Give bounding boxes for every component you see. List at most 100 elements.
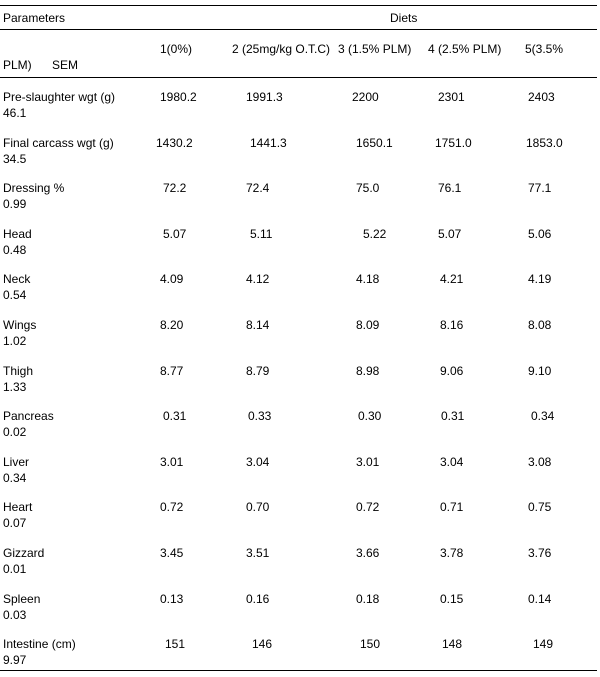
diet-value-5: 149 [533,637,554,651]
column-header: 3 (1.5% PLM) [338,42,412,56]
diet-value-5: 5.06 [528,227,552,241]
parameter-label: Pancreas [3,409,54,423]
diet-value-5: 9.10 [528,364,552,378]
sem-value: 46.1 [3,106,27,120]
diet-value-1: 0.13 [160,592,184,606]
diet-value-1: 151 [165,637,186,651]
diet-value-3: 8.98 [356,364,380,378]
diet-value-3: 0.72 [356,500,380,514]
diet-value-2: 72.4 [246,181,270,195]
diet-value-3: 4.18 [356,272,380,286]
parameter-label: Head [3,227,32,241]
diet-value-3: 2200 [352,90,379,104]
diet-value-3: 5.22 [363,227,387,241]
diet-value-1: 8.77 [160,364,184,378]
parameter-label: Liver [3,455,30,469]
sem-value: 0.34 [3,471,27,485]
diet-value-2: 8.14 [246,318,270,332]
diet-value-4: 3.04 [440,455,464,469]
diet-value-3: 0.30 [358,409,382,423]
parameter-label: Intestine (cm) [3,637,76,651]
diet-value-1: 72.2 [163,181,187,195]
parameter-label: Heart [3,500,33,514]
column-header: 5(3.5% [525,42,564,56]
diet-value-4: 1751.0 [435,136,472,150]
parameter-label: Pre-slaughter wgt (g) [3,90,116,104]
parameter-label: Spleen [3,592,41,606]
sem-value: 0.54 [3,288,27,302]
diet-value-4: 2301 [438,90,465,104]
diet-value-2: 8.79 [246,364,270,378]
diet-value-4: 4.21 [440,272,464,286]
diet-value-1: 1430.2 [156,136,193,150]
parameters-header: Parameters [3,11,66,25]
sem-value: 9.97 [3,653,27,667]
parameter-label: Final carcass wgt (g) [3,136,114,150]
top-rule [0,5,597,6]
diet-value-2: 0.33 [248,409,272,423]
sem-value: 0.03 [3,608,27,622]
diet-value-2: 5.11 [250,227,273,241]
diet-value-1: 3.01 [160,455,184,469]
diet-value-4: 148 [442,637,463,651]
diet-value-2: 0.16 [246,592,270,606]
sem-value: 1.33 [3,380,27,394]
column-header: 4 (2.5% PLM) [428,42,502,56]
diet-value-4: 0.31 [441,409,465,423]
parameter-label: Neck [3,272,31,286]
diet-value-5: 77.1 [528,181,552,195]
sem-header: SEM [52,58,79,72]
diet-value-5: 3.76 [528,546,552,560]
diet-value-1: 4.09 [160,272,184,286]
diet-value-1: 8.20 [160,318,184,332]
sem-value: 34.5 [3,152,27,166]
diet-value-3: 0.18 [356,592,380,606]
sem-value: 0.02 [3,425,27,439]
diet-value-2: 146 [252,637,273,651]
parameter-label: Thigh [3,364,34,378]
parameter-label: Gizzard [3,546,45,560]
diet-value-5: 8.08 [528,318,552,332]
sem-value: 0.07 [3,516,27,530]
diets-header: Diets [390,11,418,25]
diet-value-4: 3.78 [440,546,464,560]
header-rule [0,29,597,30]
diet-value-3: 1650.1 [356,136,393,150]
column-header: 1(0%) [160,42,193,56]
diet-value-3: 8.09 [356,318,380,332]
sem-value: 0.99 [3,197,27,211]
diet-value-1: 3.45 [160,546,184,560]
diet-value-1: 5.07 [163,227,187,241]
diet-value-4: 76.1 [438,181,462,195]
parameter-label: Wings [3,318,37,332]
diet-value-4: 5.07 [438,227,462,241]
diet-value-5: 4.19 [528,272,552,286]
sem-value: 1.02 [3,334,27,348]
diet-value-2: 3.04 [246,455,270,469]
column-header: 2 (25mg/kg O.T.C) [232,42,331,56]
diet-value-3: 3.01 [356,455,380,469]
diet-value-2: 0.70 [246,500,270,514]
diet-value-1: 1980.2 [160,90,197,104]
sem-value: 0.48 [3,243,27,257]
diet-value-1: 0.31 [163,409,187,423]
diet-value-2: 1991.3 [246,90,283,104]
diet-value-5: 1853.0 [526,136,563,150]
diet-value-2: 3.51 [246,546,270,560]
parameter-label: Dressing % [3,181,65,195]
plm-label: PLM) [3,58,32,72]
diet-value-3: 75.0 [356,181,380,195]
diet-value-4: 0.15 [440,592,464,606]
diet-value-3: 3.66 [356,546,380,560]
diet-value-5: 2403 [528,90,555,104]
diet-value-2: 1441.3 [250,136,287,150]
diet-value-5: 0.75 [528,500,552,514]
diet-value-4: 8.16 [440,318,464,332]
diet-value-4: 9.06 [440,364,464,378]
diet-value-5: 0.14 [528,592,552,606]
diet-value-4: 0.71 [440,500,464,514]
diet-value-3: 150 [360,637,381,651]
bottom-rule [0,670,597,671]
diet-value-5: 0.34 [531,409,555,423]
column-rule [0,77,597,78]
